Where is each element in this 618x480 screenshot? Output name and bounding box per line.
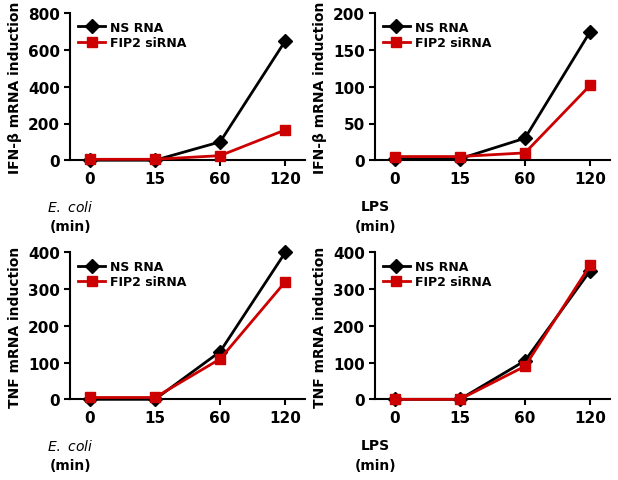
Line: FIP2 siRNA: FIP2 siRNA bbox=[85, 126, 290, 165]
Text: (min): (min) bbox=[354, 219, 396, 233]
NS RNA bbox=[586, 30, 594, 36]
NS RNA bbox=[86, 396, 93, 402]
NS RNA bbox=[456, 156, 464, 162]
FIP2 siRNA bbox=[151, 157, 159, 163]
Line: FIP2 siRNA: FIP2 siRNA bbox=[390, 81, 595, 162]
Line: NS RNA: NS RNA bbox=[85, 37, 290, 166]
NS RNA bbox=[391, 156, 399, 162]
NS RNA bbox=[151, 158, 159, 164]
FIP2 siRNA bbox=[216, 356, 224, 362]
FIP2 siRNA bbox=[391, 396, 399, 402]
Y-axis label: IFN-β mRNA induction: IFN-β mRNA induction bbox=[313, 1, 327, 174]
FIP2 siRNA bbox=[521, 151, 528, 156]
Text: (min): (min) bbox=[49, 458, 91, 472]
NS RNA bbox=[216, 140, 224, 145]
FIP2 siRNA bbox=[586, 83, 594, 89]
NS RNA bbox=[86, 158, 93, 164]
NS RNA bbox=[521, 358, 528, 364]
NS RNA bbox=[282, 39, 289, 45]
Text: $\mathit{E.\ coli}$: $\mathit{E.\ coli}$ bbox=[47, 438, 93, 453]
FIP2 siRNA bbox=[391, 155, 399, 160]
NS RNA bbox=[391, 396, 399, 402]
NS RNA bbox=[521, 136, 528, 142]
FIP2 siRNA bbox=[151, 395, 159, 400]
Text: (min): (min) bbox=[49, 219, 91, 233]
Legend: NS RNA, FIP2 siRNA: NS RNA, FIP2 siRNA bbox=[381, 21, 493, 51]
Line: NS RNA: NS RNA bbox=[390, 266, 595, 404]
Legend: NS RNA, FIP2 siRNA: NS RNA, FIP2 siRNA bbox=[77, 259, 188, 290]
Text: LPS: LPS bbox=[360, 200, 390, 214]
FIP2 siRNA bbox=[86, 395, 93, 400]
FIP2 siRNA bbox=[456, 396, 464, 402]
FIP2 siRNA bbox=[86, 157, 93, 163]
Line: FIP2 siRNA: FIP2 siRNA bbox=[85, 277, 290, 403]
NS RNA bbox=[216, 349, 224, 355]
Line: FIP2 siRNA: FIP2 siRNA bbox=[390, 261, 595, 404]
Y-axis label: IFN-β mRNA induction: IFN-β mRNA induction bbox=[8, 1, 22, 174]
FIP2 siRNA bbox=[521, 364, 528, 370]
NS RNA bbox=[586, 268, 594, 274]
Text: LPS: LPS bbox=[360, 438, 390, 452]
FIP2 siRNA bbox=[282, 128, 289, 133]
Legend: NS RNA, FIP2 siRNA: NS RNA, FIP2 siRNA bbox=[77, 21, 188, 51]
Text: $\mathit{E.\ coli}$: $\mathit{E.\ coli}$ bbox=[47, 200, 93, 215]
NS RNA bbox=[456, 396, 464, 402]
FIP2 siRNA bbox=[456, 155, 464, 160]
Y-axis label: TNF mRNA induction: TNF mRNA induction bbox=[313, 246, 327, 407]
Legend: NS RNA, FIP2 siRNA: NS RNA, FIP2 siRNA bbox=[381, 259, 493, 290]
FIP2 siRNA bbox=[216, 154, 224, 159]
FIP2 siRNA bbox=[282, 279, 289, 285]
Line: NS RNA: NS RNA bbox=[390, 28, 595, 164]
NS RNA bbox=[151, 396, 159, 402]
Line: NS RNA: NS RNA bbox=[85, 248, 290, 404]
Text: (min): (min) bbox=[354, 458, 396, 472]
FIP2 siRNA bbox=[586, 263, 594, 269]
NS RNA bbox=[282, 250, 289, 256]
Y-axis label: TNF mRNA induction: TNF mRNA induction bbox=[8, 246, 22, 407]
